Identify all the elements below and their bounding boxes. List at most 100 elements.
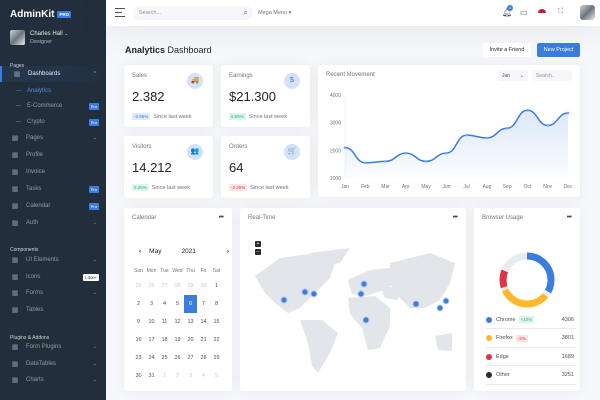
calendar-day[interactable]: 13 — [187, 319, 194, 325]
chevron-icon: ⌄ — [92, 361, 97, 367]
invite-friend-button[interactable]: Invite a Friend — [483, 43, 531, 57]
bell-icon[interactable]: 🔔︎ 4 — [502, 5, 513, 17]
map-zoom-out-button[interactable]: − — [255, 249, 261, 255]
calendar-day[interactable]: 3 — [188, 373, 193, 379]
prev-month-icon[interactable]: ‹ — [139, 248, 142, 255]
calendar-day[interactable]: 8 — [214, 301, 219, 307]
calendar-day[interactable]: 10 — [148, 319, 155, 325]
calendar-day[interactable]: 19 — [174, 337, 181, 343]
sidebar-item-invoice[interactable]: ▦ Invoice — [0, 164, 106, 180]
browser-value: 3801 — [561, 335, 574, 341]
search-icon[interactable]: ⌕ — [243, 8, 248, 17]
mega-menu-dropdown[interactable]: Mega Menu ▾ — [258, 10, 292, 16]
browser-value: 3251 — [561, 372, 574, 378]
sidebar: AdminKit PRO Charles Hall ⌄ Designer Pag… — [0, 0, 106, 400]
user-icon: ▦ — [11, 152, 19, 159]
sidebar-item-icons[interactable]: ▦ Icons 1.500+ — [0, 269, 106, 285]
calendar-day[interactable]: 15 — [213, 319, 220, 325]
svg-text:May: May — [421, 184, 431, 190]
sidebar-item-pages[interactable]: ▦ Pages ⌄ — [0, 130, 106, 146]
sidebar-item-profile[interactable]: ▦ Profile — [0, 147, 106, 163]
sidebar-user[interactable]: Charles Hall ⌄ Designer — [10, 30, 68, 45]
sidebar-item-analytics[interactable]: — Analytics — [0, 83, 106, 99]
calendar-day[interactable]: 7 — [201, 301, 206, 307]
sidebar-item-datatables[interactable]: ▦ DataTables ⌄ — [0, 356, 106, 372]
calendar-day[interactable]: 23 — [135, 355, 142, 361]
pro-badge: PRO — [57, 11, 72, 18]
sidebar-item-charts[interactable]: ▦ Charts ⌄ — [0, 372, 106, 388]
language-flag-icon[interactable] — [538, 9, 546, 17]
calendar-day[interactable]: 18 — [161, 337, 168, 343]
calendar-day[interactable]: 27 — [161, 283, 168, 289]
calendar-day[interactable]: 26 — [148, 283, 155, 289]
calendar-day[interactable]: 25 — [135, 283, 142, 289]
sidebar-item-calendar[interactable]: ▦ Calendar Pro — [0, 198, 106, 214]
chevron-icon: ⌄ — [92, 220, 97, 226]
calendar-day[interactable]: 24 — [148, 355, 155, 361]
sidebar-item-dashboards[interactable]: ▦ Dashboards ⌃ — [0, 66, 106, 82]
calendar-day[interactable]: 20 — [187, 337, 194, 343]
sidebar-item-form-plugins[interactable]: ▦ Form Plugins ⌄ — [0, 339, 106, 355]
svg-text:Nov: Nov — [543, 184, 552, 190]
calendar-day[interactable]: 12 — [174, 319, 181, 325]
calendar-day[interactable]: 29 — [213, 355, 220, 361]
chart-search-input[interactable]: Search.. — [532, 70, 572, 81]
sidebar-item-e-commerce[interactable]: — E-Commerce Pro — [0, 98, 106, 114]
calendar-day[interactable]: 28 — [200, 355, 207, 361]
calendar-day[interactable]: 4 — [201, 373, 206, 379]
topbar: Search... ⌕ Mega Menu ▾ 🔔︎ 4 ▭ ⛶ — [106, 0, 600, 26]
sidebar-item-auth[interactable]: ▦ Auth ⌄ — [0, 215, 106, 231]
calendar-day[interactable]: 9 — [136, 319, 141, 325]
calendar-day[interactable]: 14 — [200, 319, 207, 325]
brand-logo[interactable]: AdminKit PRO — [10, 9, 72, 20]
month-label[interactable]: May — [149, 248, 162, 255]
calendar-day[interactable]: 3 — [149, 301, 154, 307]
calendar-day[interactable]: 2 — [136, 301, 141, 307]
topbar-avatar[interactable] — [580, 5, 595, 20]
message-icon[interactable]: ▭ — [520, 8, 528, 17]
calendar-day[interactable]: 1 — [162, 373, 167, 379]
more-icon[interactable]: ••• — [218, 214, 224, 221]
calendar-day[interactable]: 31 — [148, 373, 155, 379]
stat-icon: 🚚 — [187, 73, 203, 89]
search-input[interactable]: Search... ⌕ — [133, 6, 253, 20]
calendar-day[interactable]: 17 — [148, 337, 155, 343]
calendar-day[interactable]: 11 — [161, 319, 168, 325]
sidebar-item-tables[interactable]: ▦ Tables — [0, 302, 106, 318]
sidebar-item-tasks[interactable]: ▦ Tasks Pro — [0, 181, 106, 197]
sidebar-item-forms[interactable]: ▦ Forms ⌄ — [0, 285, 106, 301]
more-icon[interactable]: ••• — [566, 214, 572, 221]
sidebar-item-ui-elements[interactable]: ▦ UI Elements ⌄ — [0, 252, 106, 268]
calendar-day[interactable]: 21 — [200, 337, 207, 343]
calendar-day[interactable]: 22 — [213, 337, 220, 343]
next-month-icon[interactable]: › — [226, 248, 229, 255]
calendar-day[interactable]: 5 — [175, 301, 180, 307]
month-select[interactable]: Jan ⌄ — [498, 70, 528, 81]
calendar-day[interactable]: 29 — [187, 283, 194, 289]
calendar-day[interactable]: 30 — [200, 283, 207, 289]
year-label[interactable]: 2021 — [181, 248, 196, 255]
sidebar-item-crypto[interactable]: — Crypto Pro — [0, 114, 106, 130]
legend-dot-icon — [486, 372, 492, 378]
new-project-button[interactable]: New Project — [537, 43, 580, 57]
calendar-day-selected[interactable]: 6 — [184, 295, 197, 313]
calendar-day[interactable]: 2 — [175, 373, 180, 379]
more-icon[interactable]: ••• — [452, 214, 458, 221]
menu-toggle-icon[interactable] — [115, 8, 125, 17]
calendar-day[interactable]: 30 — [135, 373, 142, 379]
calendar-day[interactable]: 1 — [214, 283, 219, 289]
calendar-day[interactable]: 28 — [174, 283, 181, 289]
fullscreen-icon[interactable]: ⛶ — [558, 8, 563, 15]
calendar-day[interactable]: 5 — [214, 373, 219, 379]
calendar-day[interactable]: 26 — [174, 355, 181, 361]
calendar-day[interactable]: 16 — [135, 337, 142, 343]
calendar-day[interactable]: 27 — [187, 355, 194, 361]
calendar-day[interactable]: 25 — [161, 355, 168, 361]
layout-icon: ▦ — [11, 135, 19, 142]
weekday-label: Sun — [134, 268, 143, 274]
legend-dot-icon — [486, 353, 492, 360]
sidebar-item-label: Crypto — [27, 119, 45, 125]
calendar-day[interactable]: 4 — [162, 301, 167, 307]
map-zoom-in-button[interactable]: + — [255, 241, 261, 247]
users-icon: ▦ — [11, 220, 19, 227]
